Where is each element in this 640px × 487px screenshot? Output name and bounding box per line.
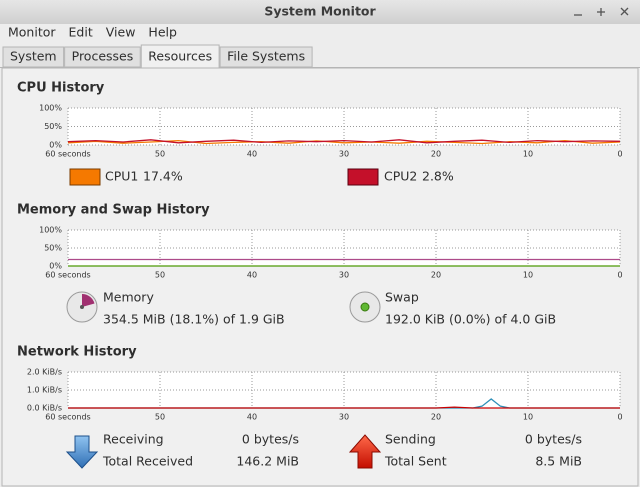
x-tick-label: 60 seconds — [45, 413, 90, 422]
section-heading: Memory and Swap History — [17, 203, 210, 218]
x-tick-label: 10 — [523, 413, 533, 422]
tab-label: Processes — [72, 49, 134, 64]
swap-icon[interactable] — [349, 291, 381, 323]
tab-label: File Systems — [227, 49, 305, 64]
receiving-icon — [65, 435, 99, 469]
x-tick-label: 20 — [431, 271, 441, 280]
network-graph: 0.0 KiB/s 1.0 KiB/s 2.0 KiB/s 60 seconds 50 4… — [27, 368, 623, 422]
menu-item[interactable]: Monitor — [8, 25, 56, 40]
tab-bg — [2, 46, 65, 68]
total-received: 146.2 MiB — [236, 454, 299, 469]
y-tick-label: 0% — [49, 141, 62, 150]
x-tick-label: 40 — [247, 413, 257, 422]
receiving-rate: 0 bytes/s — [242, 432, 299, 447]
tab-label: System — [10, 49, 57, 64]
tab[interactable]: File Systems — [219, 46, 313, 68]
receiving-label: Receiving — [103, 432, 164, 447]
legend-value: 2.8% — [422, 169, 454, 184]
y-tick-label: 100% — [39, 226, 62, 235]
window-controls[interactable] — [574, 7, 629, 16]
x-tick-label: 40 — [247, 271, 257, 280]
legend-name: CPU1 — [105, 169, 138, 184]
y-tick-label: 100% — [39, 104, 62, 113]
tab-label: Resources — [148, 49, 212, 64]
cpu-graph: 0% 50% 100% 60 seconds 50 40 30 20 10 0 — [39, 104, 622, 159]
menu-bar: Monitor Edit View Help — [8, 25, 177, 40]
x-tick-label: 60 seconds — [45, 150, 90, 159]
section-heading: CPU History — [17, 81, 105, 96]
total-received-label: Total Received — [102, 454, 193, 469]
tab[interactable]: Resources — [140, 44, 220, 69]
tab[interactable]: Processes — [64, 46, 141, 68]
sending-label: Sending — [385, 432, 436, 447]
x-tick-label: 10 — [523, 150, 533, 159]
x-tick-label: 50 — [155, 150, 165, 159]
title-bar — [0, 0, 640, 24]
x-tick-label: 0 — [617, 271, 622, 280]
legend-swatch[interactable] — [69, 168, 101, 186]
y-tick-label: 0% — [49, 262, 62, 271]
memory-usage: 354.5 MiB (18.1%) of 1.9 GiB — [103, 312, 285, 327]
menu-item[interactable]: Edit — [69, 25, 93, 40]
sending-rate: 0 bytes/s — [525, 432, 582, 447]
x-tick-label: 50 — [155, 413, 165, 422]
y-tick-label: 50% — [44, 122, 62, 131]
sending-icon — [348, 434, 382, 469]
series-line — [67, 139, 621, 144]
x-tick-label: 10 — [523, 271, 533, 280]
tab-bar: System Processes Resources File Systems — [2, 44, 313, 69]
legend-name: CPU2 — [384, 169, 417, 184]
y-tick-label: 1.0 KiB/s — [27, 386, 62, 395]
memory-icon[interactable] — [66, 291, 98, 323]
x-tick-label: 0 — [617, 413, 622, 422]
tab[interactable]: System — [2, 46, 65, 68]
y-tick-label: 0.0 KiB/s — [27, 404, 62, 413]
window-title: System Monitor — [264, 4, 376, 19]
total-sent: 8.5 MiB — [535, 454, 582, 469]
legend-value: 17.4% — [143, 169, 183, 184]
x-tick-label: 0 — [617, 150, 622, 159]
x-tick-label: 40 — [247, 150, 257, 159]
section-heading: Network History — [17, 345, 137, 360]
tab-bg — [64, 46, 141, 68]
y-tick-label: 2.0 KiB/s — [27, 368, 62, 377]
x-tick-label: 50 — [155, 271, 165, 280]
x-tick-label: 30 — [339, 271, 349, 280]
x-tick-label: 20 — [431, 150, 441, 159]
memory-label: Memory — [103, 290, 154, 305]
memory-graph: 0% 50% 100% 60 seconds 50 40 30 20 10 0 — [39, 226, 622, 280]
menu-item[interactable]: View — [106, 25, 136, 40]
x-tick-label: 30 — [339, 413, 349, 422]
total-sent-label: Total Sent — [384, 454, 447, 469]
y-tick-label: 50% — [44, 244, 62, 253]
x-tick-label: 30 — [339, 150, 349, 159]
x-tick-label: 20 — [431, 413, 441, 422]
x-tick-label: 60 seconds — [45, 271, 90, 280]
swap-label: Swap — [385, 290, 419, 305]
series-line — [67, 139, 621, 145]
series-line — [68, 406, 620, 409]
menu-item[interactable]: Help — [148, 25, 177, 40]
legend-swatch[interactable] — [347, 168, 379, 186]
tab-bg — [219, 46, 313, 68]
swap-usage: 192.0 KiB (0.0%) of 4.0 GiB — [385, 312, 556, 327]
